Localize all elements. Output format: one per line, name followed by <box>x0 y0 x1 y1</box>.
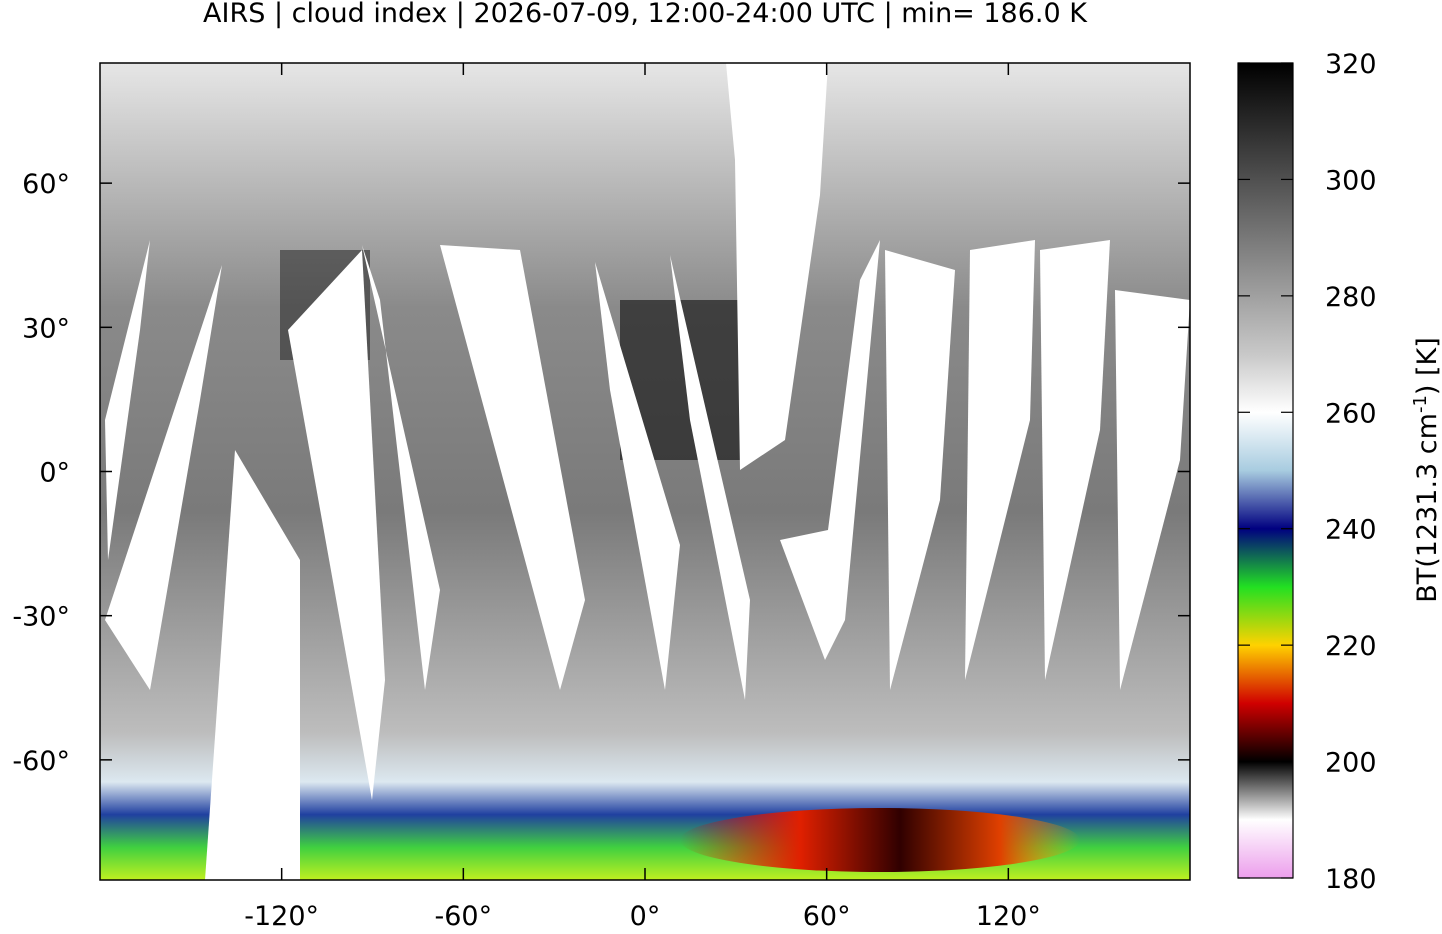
x-tick-label: -60° <box>435 901 493 930</box>
colorbar-tick-label: 180 <box>1325 864 1377 895</box>
y-tick-label: 30° <box>22 313 70 344</box>
colorbar-tick-label: 280 <box>1325 282 1377 313</box>
colorbar-tick-label: 240 <box>1325 515 1377 546</box>
colorbar-tick-label: 200 <box>1325 748 1377 779</box>
y-tick-label: -30° <box>12 602 70 633</box>
colorbar-tick-label: 320 <box>1325 49 1377 80</box>
x-tick-label: -120° <box>244 901 319 930</box>
colorbar-tick-label: 260 <box>1325 398 1377 429</box>
colorbar-label: BT(1231.3 cm-1) [K] <box>1410 337 1442 603</box>
x-tick-label: 0° <box>630 901 661 930</box>
colorbar-tick-label: 220 <box>1325 631 1377 662</box>
colorbar-tick-label: 300 <box>1325 165 1377 196</box>
colorbar: 180 200 220 240 260 280 300 320 <box>1237 49 1377 895</box>
x-tick-label: 60° <box>803 901 851 930</box>
chart-title: AIRS | cloud index | 2026-07-09, 12:00-2… <box>203 0 1088 29</box>
satellite-image <box>100 63 1190 880</box>
y-tick-label: -60° <box>12 746 70 777</box>
x-tick-label: 120° <box>976 901 1041 930</box>
y-tick-label: 0° <box>39 458 70 489</box>
y-tick-label: 60° <box>22 169 70 200</box>
